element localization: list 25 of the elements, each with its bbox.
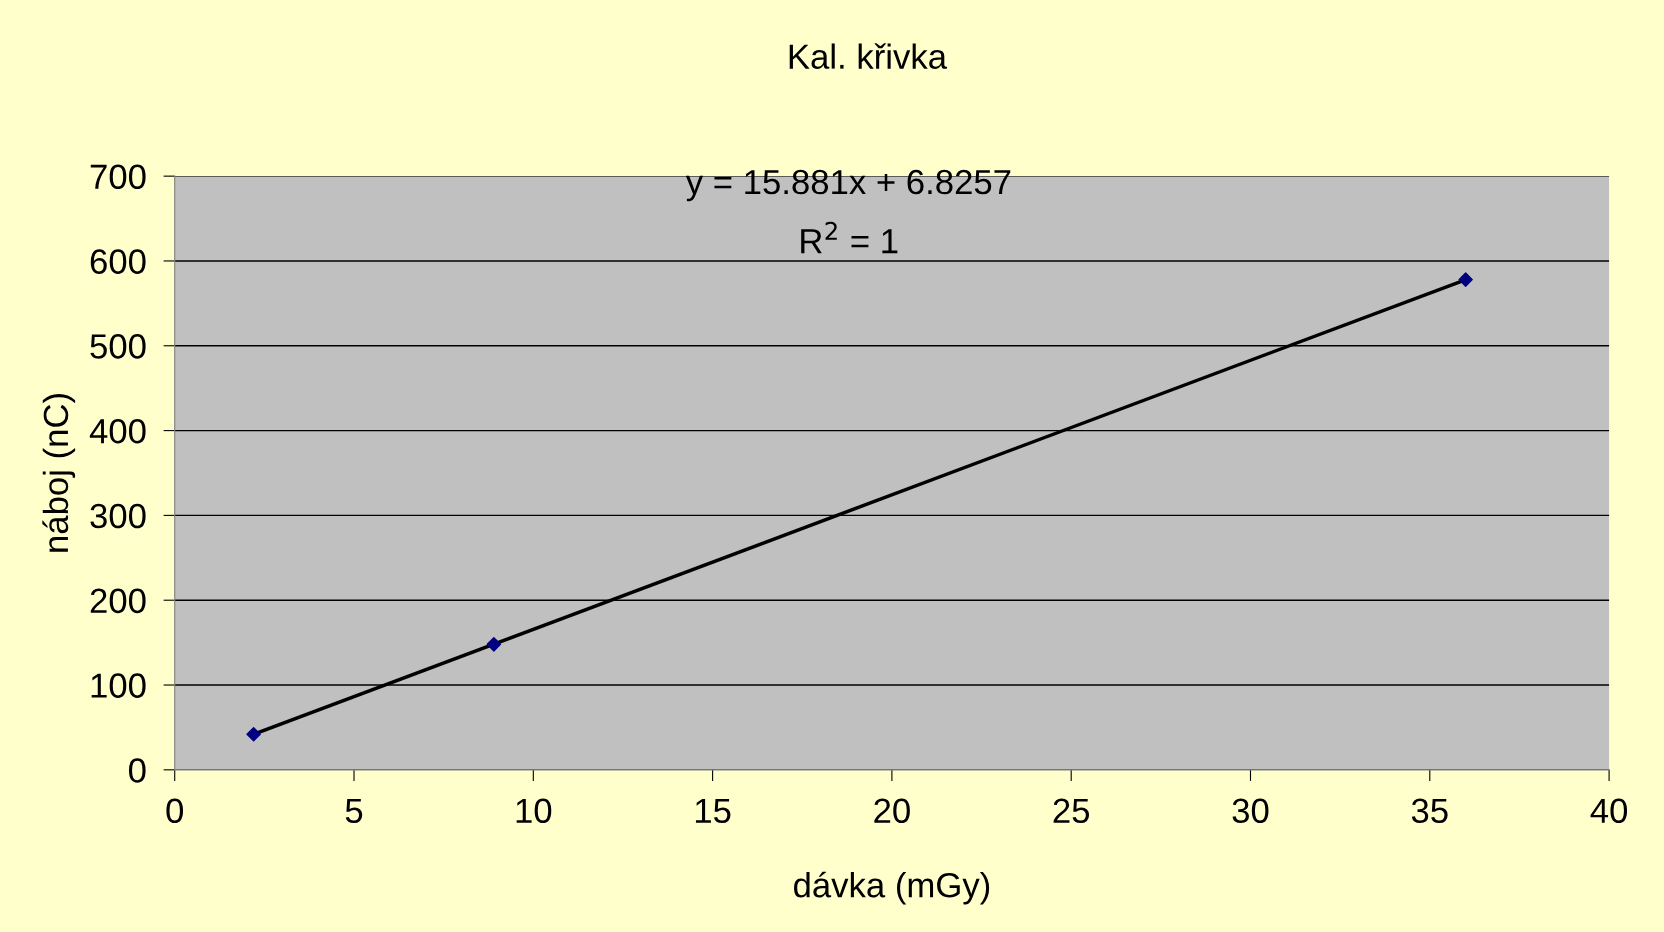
point	[246, 726, 261, 742]
x-tick-label: 5	[345, 798, 363, 824]
x-tick-label: 15	[695, 798, 731, 824]
y-tick-label: 300	[90, 503, 146, 529]
x-tick-label: 0	[166, 798, 184, 824]
annotation: y = 15.881x + 6.8257	[685, 169, 1011, 202]
y-axis-title: náboj (nC)	[42, 394, 76, 552]
y-tick-label: 500	[90, 334, 146, 359]
annotation: R$^{2}$ = 1	[801, 221, 898, 254]
x-tick-label: 25	[1053, 798, 1090, 824]
x-tick-label: 10	[516, 798, 552, 824]
y-tick-label: 700	[90, 164, 146, 190]
y-tick-label: 0	[128, 758, 146, 783]
point	[486, 637, 502, 652]
x-axis-title: dávka (mGy)	[794, 871, 990, 905]
y-tick-label: 600	[90, 249, 146, 274]
y-tick-label: 100	[91, 673, 146, 698]
x-tick-label: 30	[1232, 798, 1269, 824]
y-tick-label: 400	[89, 418, 146, 444]
x-tick-label: 35	[1411, 798, 1448, 824]
x-tick-label: 40	[1590, 798, 1628, 824]
chart-title: Kal. křivka	[789, 43, 948, 69]
point	[1458, 272, 1473, 287]
y-tick-label: 200	[90, 588, 146, 614]
x-tick-label: 20	[874, 798, 910, 824]
